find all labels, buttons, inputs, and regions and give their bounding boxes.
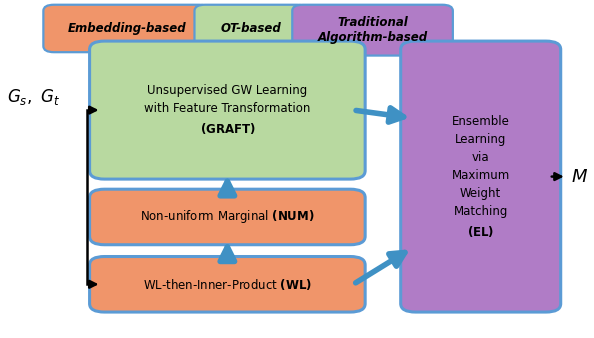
Text: Embedding-based: Embedding-based: [67, 22, 186, 35]
Text: Unsupervised GW Learning
with Feature Transformation
$\mathbf{(GRAFT)}$: Unsupervised GW Learning with Feature Tr…: [144, 84, 311, 136]
FancyBboxPatch shape: [43, 5, 210, 52]
FancyBboxPatch shape: [401, 41, 561, 312]
FancyBboxPatch shape: [90, 41, 365, 179]
FancyBboxPatch shape: [292, 5, 453, 55]
Text: Non-uniform Marginal $\mathbf{(NUM)}$: Non-uniform Marginal $\mathbf{(NUM)}$: [140, 209, 315, 225]
FancyBboxPatch shape: [90, 189, 365, 245]
Text: $G_s,\ G_t$: $G_s,\ G_t$: [7, 87, 60, 106]
Text: OT-based: OT-based: [221, 22, 282, 35]
Text: Traditional
Algorithm-based: Traditional Algorithm-based: [318, 16, 428, 44]
Text: $M$: $M$: [571, 168, 588, 186]
FancyBboxPatch shape: [90, 257, 365, 312]
FancyBboxPatch shape: [194, 5, 308, 52]
Text: WL-then-Inner-Product $\mathbf{(WL)}$: WL-then-Inner-Product $\mathbf{(WL)}$: [143, 277, 312, 292]
Text: Ensemble
Learning
via
Maximum
Weight
Matching
$\mathbf{(EL)}$: Ensemble Learning via Maximum Weight Mat…: [451, 115, 510, 239]
